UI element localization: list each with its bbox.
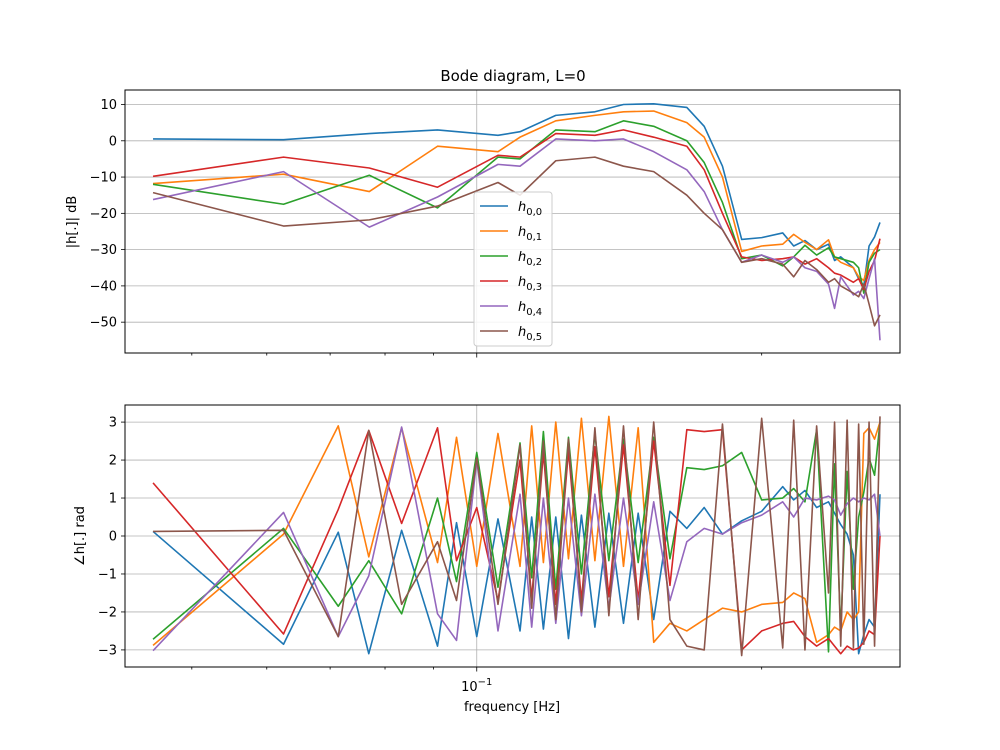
legend-entry-5: h0,5: [518, 325, 542, 343]
series-line-2: [152, 120, 881, 294]
legend: h0,0 h0,1 h0,2 h0,3 h0,4 h0,5: [473, 191, 553, 347]
series-line-1: [152, 110, 881, 282]
y-tick-label: 3: [109, 416, 117, 431]
y-tick-label: −30: [90, 243, 117, 258]
magnitude-frame: [124, 89, 901, 354]
y-tick-label: 1: [109, 492, 117, 507]
frequency-xlabel: frequency [Hz]: [464, 700, 560, 715]
magnitude-ylabel: |h[.]| dB: [65, 196, 80, 249]
series-line-5: [152, 156, 881, 327]
phase-ylabel: ∠h[.] rad: [73, 506, 88, 566]
chart-title: Bode diagram, L=0: [440, 67, 585, 85]
y-tick-label: 10: [100, 98, 117, 113]
phase-series: [152, 415, 881, 657]
legend-entry-4: h0,4: [518, 300, 542, 318]
legend-entry-1: h0,1: [518, 225, 542, 243]
magnitude-ticks: 10 0 −10 −20 −30 −40 −50: [90, 98, 763, 358]
legend-entry-0: h0,0: [518, 200, 542, 218]
y-tick-label: −10: [90, 171, 117, 186]
y-tick-label: 0: [109, 134, 117, 149]
x-tick-label: 10−1: [461, 677, 492, 695]
y-tick-label: −1: [98, 567, 117, 582]
y-tick-label: −2: [98, 605, 117, 620]
legend-entry-2: h0,2: [518, 250, 542, 268]
magnitude-axes: Bode diagram, L=0 10 0 −10 −20 −30 −40 −50 |h[…: [65, 67, 901, 358]
magnitude-series: [152, 102, 881, 341]
y-tick-label: −50: [90, 316, 117, 331]
series-line-1: [152, 415, 881, 646]
y-tick-label: 0: [109, 530, 117, 545]
y-tick-label: −3: [98, 643, 117, 658]
series-line-5: [153, 416, 881, 657]
series-line-4: [152, 138, 881, 341]
phase-frame: [124, 404, 901, 668]
legend-entry-3: h0,3: [518, 275, 542, 293]
y-tick-label: −40: [90, 279, 117, 294]
series-line-2: [152, 422, 881, 653]
y-tick-label: 2: [109, 454, 117, 469]
y-tick-label: −20: [90, 207, 117, 222]
